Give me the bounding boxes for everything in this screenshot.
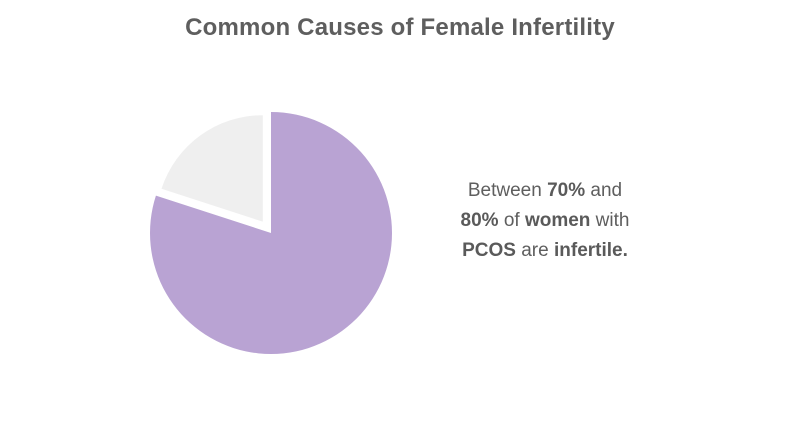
callout-infertile: infertile. <box>553 240 628 261</box>
callout-women: women <box>524 210 591 231</box>
callout-value-70: 70% <box>547 180 586 201</box>
pie-slice-20 <box>161 115 263 222</box>
callout-text-with: with <box>590 210 630 231</box>
callout-text-between: Between <box>467 180 548 201</box>
callout-text: Between 70% and 80% of women with PCOS a… <box>430 176 660 266</box>
callout-line-1: Between 70% and <box>430 176 660 206</box>
chart-title: Common Causes of Female Infertility <box>185 14 615 41</box>
callout-line-2: 80% of women with <box>430 206 660 236</box>
callout-value-80: 80% <box>460 210 499 231</box>
callout-line-3: PCOS are infertile. <box>430 236 660 266</box>
callout-text-and: and <box>585 180 623 201</box>
callout-pcos: PCOS <box>462 240 516 261</box>
pie-chart <box>150 112 392 354</box>
callout-text-of: of <box>498 210 525 231</box>
pie-slice-80 <box>150 112 392 354</box>
callout-text-are: are <box>515 240 554 261</box>
pie-slices <box>150 112 392 354</box>
